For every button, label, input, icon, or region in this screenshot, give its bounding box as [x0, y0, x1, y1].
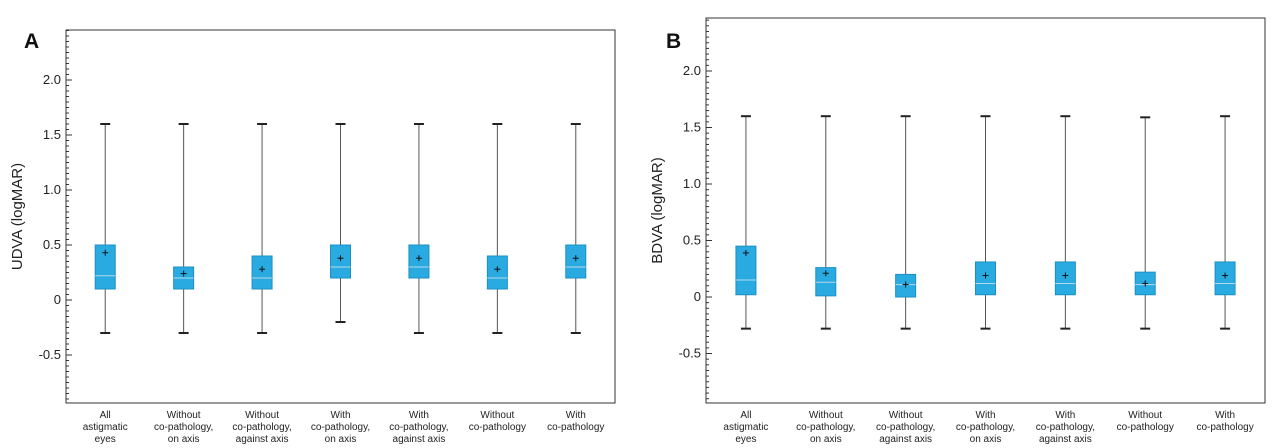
x-category-label: against axis	[236, 434, 289, 445]
box-plot	[895, 115, 917, 330]
x-category-label: With	[566, 410, 586, 421]
box-plot	[486, 123, 508, 334]
x-category-label: co-pathology	[1117, 422, 1174, 433]
iqr-box	[565, 244, 587, 279]
box-plot	[815, 115, 837, 330]
y-axis-label: BDVA (logMAR)	[649, 157, 666, 263]
box-plot	[975, 115, 996, 330]
iqr-box	[330, 244, 351, 279]
x-category-label: All	[740, 410, 751, 421]
box-plot	[173, 123, 195, 334]
x-category-label: co-pathology	[469, 422, 526, 433]
x-category-label: Without	[809, 410, 843, 421]
box-plot	[408, 123, 430, 334]
iqr-box	[251, 255, 273, 290]
box-plot	[735, 115, 757, 330]
y-tick-label: 2.0	[683, 63, 701, 78]
x-category-label: on axis	[970, 434, 1002, 445]
box-plot	[330, 123, 351, 323]
y-tick-label: 0	[54, 292, 61, 307]
y-tick-label: 2.0	[43, 72, 61, 87]
x-category-label: astigmatic	[83, 422, 128, 433]
y-tick-label: 1.0	[43, 182, 61, 197]
box-plot	[565, 123, 587, 334]
y-tick-label: -0.5	[39, 347, 61, 362]
x-category-label: Without	[889, 410, 923, 421]
x-category-label: co-pathology,	[232, 422, 291, 433]
box-plot	[1054, 115, 1076, 330]
y-tick-label: 0.5	[683, 233, 701, 248]
panel-b: B2.0 1.5 1.0 0.5 0 -0.5 BDVA (logMAR) Allastigm…	[649, 17, 1266, 445]
y-tick-label: 1.0	[683, 176, 701, 191]
y-tick-label: -0.5	[679, 346, 701, 361]
plot-frame	[65, 29, 616, 404]
panel-a: A 2.0 1.5 1.0 0.5 0 -0.5 UDVA (logMAR) Allastigm…	[9, 29, 616, 445]
x-category-label: co-pathology,	[956, 422, 1015, 433]
x-category-label: co-pathology,	[311, 422, 370, 433]
x-category-label: against axis	[1039, 434, 1092, 445]
x-category-label: With	[976, 410, 996, 421]
y-tick-label: 1.5	[683, 120, 701, 135]
y-axis-label: UDVA (logMAR)	[9, 163, 26, 270]
x-category-label: With	[1055, 410, 1075, 421]
x-category-label: eyes	[735, 434, 756, 445]
box-plot	[251, 123, 273, 334]
panel-letter: B	[666, 30, 681, 53]
x-category-label: against axis	[879, 434, 932, 445]
iqr-box	[408, 244, 430, 279]
x-category-label: co-pathology,	[389, 422, 448, 433]
iqr-box	[735, 245, 757, 296]
x-category-label: With	[331, 410, 351, 421]
x-category-label: eyes	[95, 434, 116, 445]
iqr-box	[486, 255, 508, 290]
panel-letter: A	[24, 30, 39, 53]
box-plot	[1214, 115, 1236, 330]
x-category-label: on axis	[168, 434, 200, 445]
x-category-label: on axis	[325, 434, 357, 445]
x-category-label: co-pathology	[1196, 422, 1253, 433]
box-plot	[94, 123, 116, 334]
x-category-label: co-pathology,	[154, 422, 213, 433]
x-category-label: With	[409, 410, 429, 421]
x-category-label: co-pathology,	[796, 422, 855, 433]
plot-frame	[705, 17, 1266, 404]
x-category-label: Without	[480, 410, 514, 421]
x-category-label: co-pathology,	[876, 422, 935, 433]
x-category-label: Without	[1128, 410, 1162, 421]
x-category-label: on axis	[810, 434, 842, 445]
box-plot	[1134, 116, 1156, 330]
x-category-label: against axis	[393, 434, 446, 445]
x-category-label: astigmatic	[723, 422, 768, 433]
x-category-label: Without	[167, 410, 201, 421]
iqr-box	[94, 244, 116, 290]
iqr-box	[815, 267, 837, 297]
x-category-label: co-pathology,	[1036, 422, 1095, 433]
x-category-label: With	[1215, 410, 1235, 421]
y-tick-label: 0.5	[43, 237, 61, 252]
y-tick-label: 1.5	[43, 127, 61, 142]
x-category-label: co-pathology	[547, 422, 604, 433]
y-tick-label: 0	[694, 289, 701, 304]
x-category-label: Without	[245, 410, 279, 421]
x-category-label: All	[100, 410, 111, 421]
